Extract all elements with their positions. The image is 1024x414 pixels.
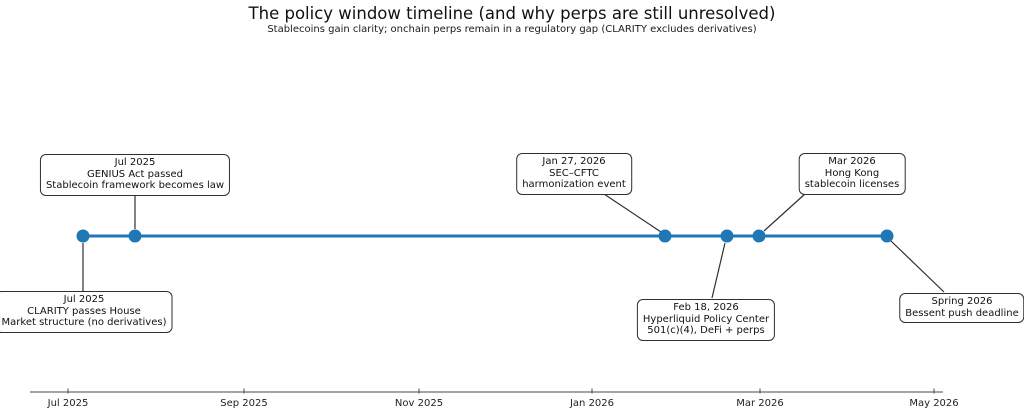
x-tick-label-mar-2026: Mar 2026	[736, 398, 784, 409]
event-marker-bessent	[880, 229, 894, 243]
x-tick-label-jan-2026: Jan 2026	[569, 398, 615, 409]
annotation-label: SEC–CFTC	[549, 167, 599, 179]
annotation-date: Jul 2025	[63, 294, 105, 305]
annotation-date: Feb 18, 2026	[673, 302, 739, 313]
x-tick-label-jul-2025: Jul 2025	[47, 398, 89, 409]
annotation-sec-cftc: Jan 27, 2026 SEC–CFTC harmonization even…	[516, 153, 632, 195]
x-tick-label-sep-2025: Sep 2025	[220, 398, 268, 409]
event-marker-hyperliquid	[720, 229, 734, 243]
annotation-date: Jul 2025	[114, 157, 156, 168]
annotation-label: CLARITY passes House	[27, 305, 141, 317]
annotation-detail: stablecoin licenses	[804, 179, 900, 190]
annotation-detail: Market structure (no derivatives)	[1, 317, 167, 328]
event-marker-hong-kong	[752, 229, 766, 243]
annotation-hyperliquid: Feb 18, 2026 Hyperliquid Policy Center 5…	[636, 299, 776, 341]
annotation-label: Hyperliquid Policy Center	[642, 313, 770, 325]
chart-title: The policy window timeline (and why perp…	[248, 4, 776, 23]
annotation-detail: 501(c)(4), DeFi + perps	[647, 325, 765, 336]
x-tick-label-nov-2025: Nov 2025	[394, 398, 444, 409]
leader-line-sec-cftc	[600, 191, 662, 233]
annotation-bessent: Spring 2026 Bessent push deadline	[899, 293, 1024, 323]
annotation-label: Hong Kong	[824, 167, 880, 179]
annotation-hong-kong: Mar 2026 Hong Kong stablecoin licenses	[798, 153, 906, 195]
annotation-label: GENIUS Act passed	[86, 168, 184, 180]
annotation-detail: harmonization event	[522, 179, 626, 190]
leader-line-bessent	[890, 240, 945, 293]
x-tick-label-may-2026: May 2026	[909, 398, 959, 409]
annotation-clarity-house: Jul 2025 CLARITY passes House Market str…	[0, 291, 173, 333]
annotation-genius-act: Jul 2025 GENIUS Act passed Stablecoin fr…	[39, 154, 231, 196]
event-marker-clarity	[76, 229, 90, 243]
chart-subtitle: Stablecoins gain clarity; onchain perps …	[267, 24, 757, 35]
annotation-date: Jan 27, 2026	[542, 156, 606, 167]
annotation-detail: Stablecoin framework becomes law	[45, 180, 225, 191]
annotation-date: Mar 2026	[828, 156, 876, 167]
leader-line-hyperliquid	[711, 242, 726, 299]
event-marker-genius	[128, 229, 142, 243]
annotation-label: Bessent push deadline	[905, 307, 1019, 319]
annotation-date: Spring 2026	[931, 296, 993, 307]
leader-line-hong-kong	[763, 192, 807, 232]
event-marker-sec-cftc	[658, 229, 672, 243]
